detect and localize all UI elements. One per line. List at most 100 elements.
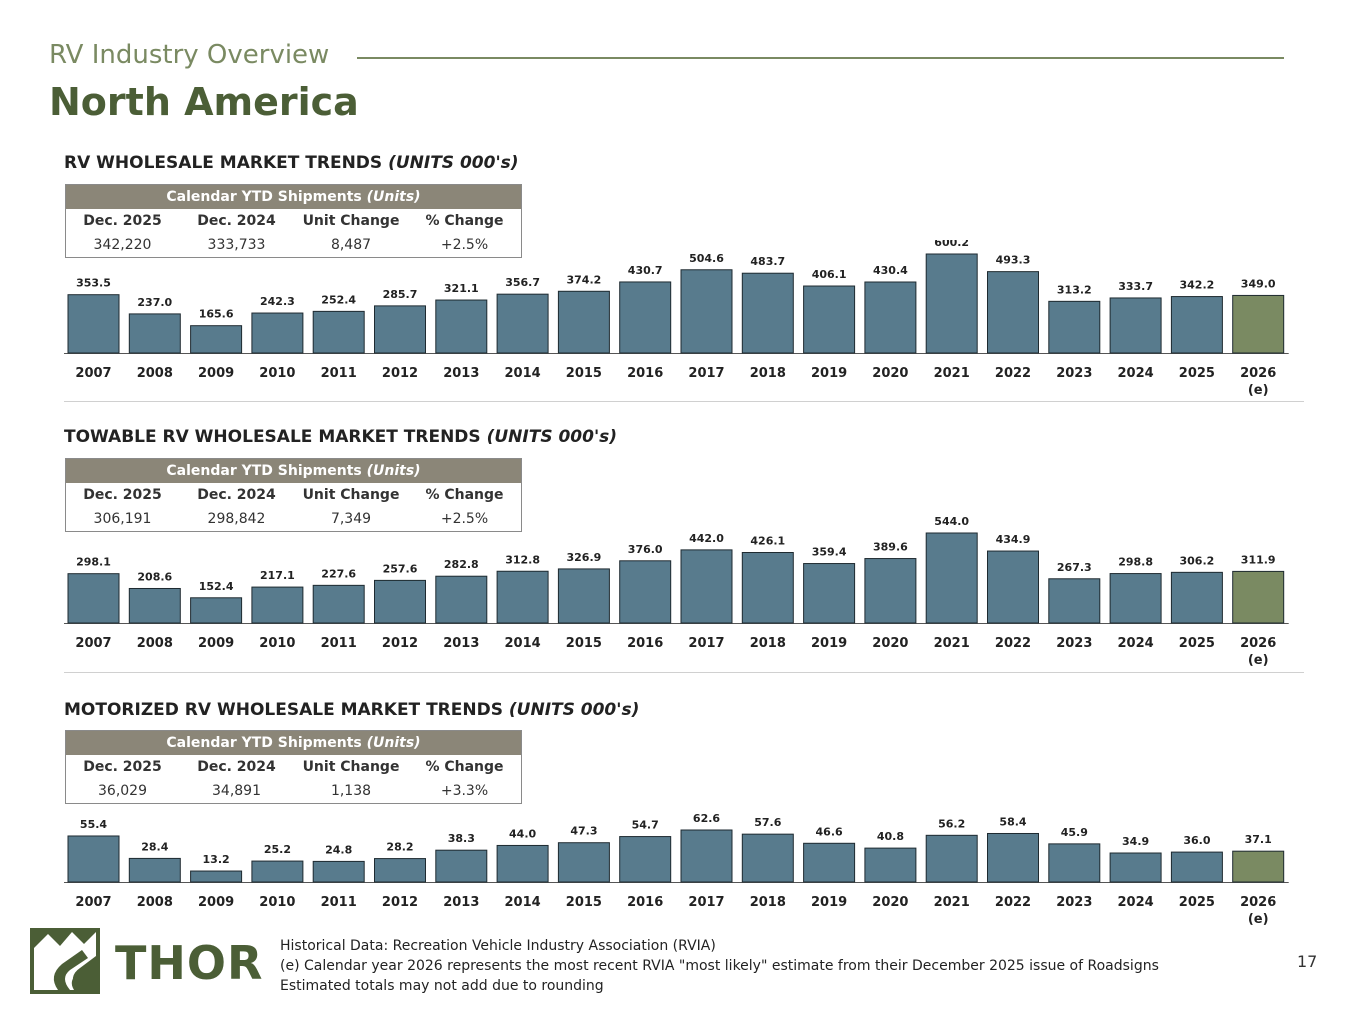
tick-label-2021: 2021 bbox=[934, 895, 970, 910]
tick-label-2021: 2021 bbox=[934, 366, 970, 381]
tick-label-2026: 2026 bbox=[1240, 366, 1276, 381]
bar-2020 bbox=[864, 847, 917, 883]
col-unit-change: Unit Change bbox=[302, 759, 400, 775]
bar-2022 bbox=[987, 832, 1039, 883]
tick-label-2017: 2017 bbox=[688, 895, 724, 910]
bar-2016 bbox=[619, 281, 672, 354]
ytd-table-header: Calendar YTD Shipments (Units) bbox=[66, 459, 521, 483]
bar-2013 bbox=[435, 575, 488, 624]
bar-2012 bbox=[374, 579, 426, 624]
data-label-2008: 28.4 bbox=[141, 840, 168, 853]
bar-2015 bbox=[557, 842, 610, 883]
data-label-2020: 40.8 bbox=[877, 830, 904, 843]
bar-2024 bbox=[1109, 297, 1162, 354]
bar-2009 bbox=[190, 597, 243, 624]
data-label-2026: 349.0 bbox=[1241, 277, 1276, 290]
tick-label-2007: 2007 bbox=[75, 636, 111, 651]
bar-2019 bbox=[803, 563, 856, 624]
bar-2021 bbox=[925, 834, 978, 883]
val-unit-change: 1,138 bbox=[330, 783, 372, 799]
data-label-2016: 376.0 bbox=[628, 543, 663, 556]
chart-motorized: 55.4 2007 28.4 2008 13.2 2009 25.2 2010 24.8 2011… bbox=[64, 812, 1289, 927]
bar-2009 bbox=[190, 870, 243, 883]
tick-label-2025: 2025 bbox=[1179, 366, 1215, 381]
bar-2020 bbox=[864, 558, 917, 624]
val-dec-2025: 36,029 bbox=[98, 783, 147, 799]
tick-label-2023: 2023 bbox=[1056, 366, 1092, 381]
chart-towable: 298.1 2007 208.6 2008 152.4 2009 217.1 2010 227.… bbox=[64, 515, 1289, 668]
tick-label-2014: 2014 bbox=[505, 895, 541, 910]
bar-2019 bbox=[803, 285, 856, 354]
ytd-table-header: Calendar YTD Shipments (Units) bbox=[66, 185, 521, 209]
tick-label-2015: 2015 bbox=[566, 366, 602, 381]
data-label-2009: 152.4 bbox=[199, 580, 234, 593]
tick-label-2007: 2007 bbox=[75, 366, 111, 381]
tick-label-2026: 2026 bbox=[1240, 636, 1276, 651]
section-label: RV Industry Overview bbox=[49, 40, 330, 70]
data-label-2022: 434.9 bbox=[996, 533, 1031, 546]
bar-2021 bbox=[925, 253, 978, 354]
bar-2014 bbox=[496, 293, 549, 354]
tick-label-2014: 2014 bbox=[505, 366, 541, 381]
bar-2014 bbox=[496, 570, 549, 624]
data-label-2015: 326.9 bbox=[567, 551, 602, 564]
data-label-2020: 389.6 bbox=[873, 541, 908, 554]
bar-2024 bbox=[1109, 573, 1162, 624]
ytd-table-towable: Calendar YTD Shipments (Units) Dec. 2025… bbox=[65, 458, 522, 532]
tick-label-2013: 2013 bbox=[443, 366, 479, 381]
data-label-2019: 359.4 bbox=[812, 546, 847, 559]
col-dec-2025: Dec. 2025 bbox=[83, 487, 162, 503]
bar-2019 bbox=[803, 842, 856, 883]
data-label-2014: 312.8 bbox=[505, 553, 540, 566]
tick-label-2019: 2019 bbox=[811, 366, 847, 381]
tick-label-2025: 2025 bbox=[1179, 636, 1215, 651]
section-divider bbox=[64, 401, 1304, 402]
data-label-2021: 56.2 bbox=[938, 817, 965, 830]
footnote-rounding: Estimated totals may not add due to roun… bbox=[280, 978, 604, 994]
bar-2017 bbox=[680, 269, 733, 354]
tick-label-2019: 2019 bbox=[811, 636, 847, 651]
col-pct-change: % Change bbox=[425, 213, 504, 229]
data-label-2024: 333.7 bbox=[1118, 280, 1153, 293]
tick-label-2009: 2009 bbox=[198, 895, 234, 910]
val-unit-change: 7,349 bbox=[330, 511, 372, 527]
tick-label-2012: 2012 bbox=[382, 895, 418, 910]
data-label-2017: 62.6 bbox=[693, 812, 720, 825]
section-title-rv: RV WHOLESALE MARKET TRENDS (UNITS 000's) bbox=[64, 153, 519, 173]
data-label-2012: 285.7 bbox=[383, 288, 418, 301]
tick-label-estimate-note: (e) bbox=[1248, 912, 1269, 927]
tick-label-2018: 2018 bbox=[750, 636, 786, 651]
data-label-2025: 342.2 bbox=[1180, 279, 1215, 292]
bar-2023 bbox=[1048, 300, 1101, 354]
tick-label-2009: 2009 bbox=[198, 636, 234, 651]
bar-2017 bbox=[680, 829, 733, 883]
col-dec-2024: Dec. 2024 bbox=[197, 759, 276, 775]
tick-label-2015: 2015 bbox=[566, 895, 602, 910]
data-label-2023: 45.9 bbox=[1061, 826, 1088, 839]
bar-2007 bbox=[67, 294, 120, 354]
data-label-2021: 544.0 bbox=[934, 515, 969, 528]
data-label-2013: 38.3 bbox=[448, 832, 475, 845]
tick-label-2012: 2012 bbox=[382, 636, 418, 651]
data-label-2010: 217.1 bbox=[260, 569, 295, 582]
data-label-2015: 374.2 bbox=[567, 273, 602, 286]
bar-2010 bbox=[251, 860, 304, 883]
tick-label-2011: 2011 bbox=[321, 636, 357, 651]
page-number: 17 bbox=[1297, 952, 1318, 971]
footnotes: Historical Data: Recreation Vehicle Indu… bbox=[280, 936, 1159, 996]
tick-label-2009: 2009 bbox=[198, 366, 234, 381]
tick-label-2025: 2025 bbox=[1179, 895, 1215, 910]
bar-2009 bbox=[190, 325, 243, 354]
data-label-2017: 442.0 bbox=[689, 532, 724, 545]
data-label-2020: 430.4 bbox=[873, 264, 908, 277]
tick-label-2017: 2017 bbox=[688, 366, 724, 381]
data-label-2011: 227.6 bbox=[321, 567, 356, 580]
bar-2025 bbox=[1170, 571, 1223, 624]
tick-label-2013: 2013 bbox=[443, 636, 479, 651]
tick-label-2016: 2016 bbox=[627, 895, 663, 910]
bar-2010 bbox=[251, 586, 304, 624]
tick-label-2024: 2024 bbox=[1118, 636, 1154, 651]
data-label-2024: 34.9 bbox=[1122, 835, 1149, 848]
bar-2016 bbox=[619, 560, 672, 624]
data-label-2009: 165.6 bbox=[199, 308, 234, 321]
